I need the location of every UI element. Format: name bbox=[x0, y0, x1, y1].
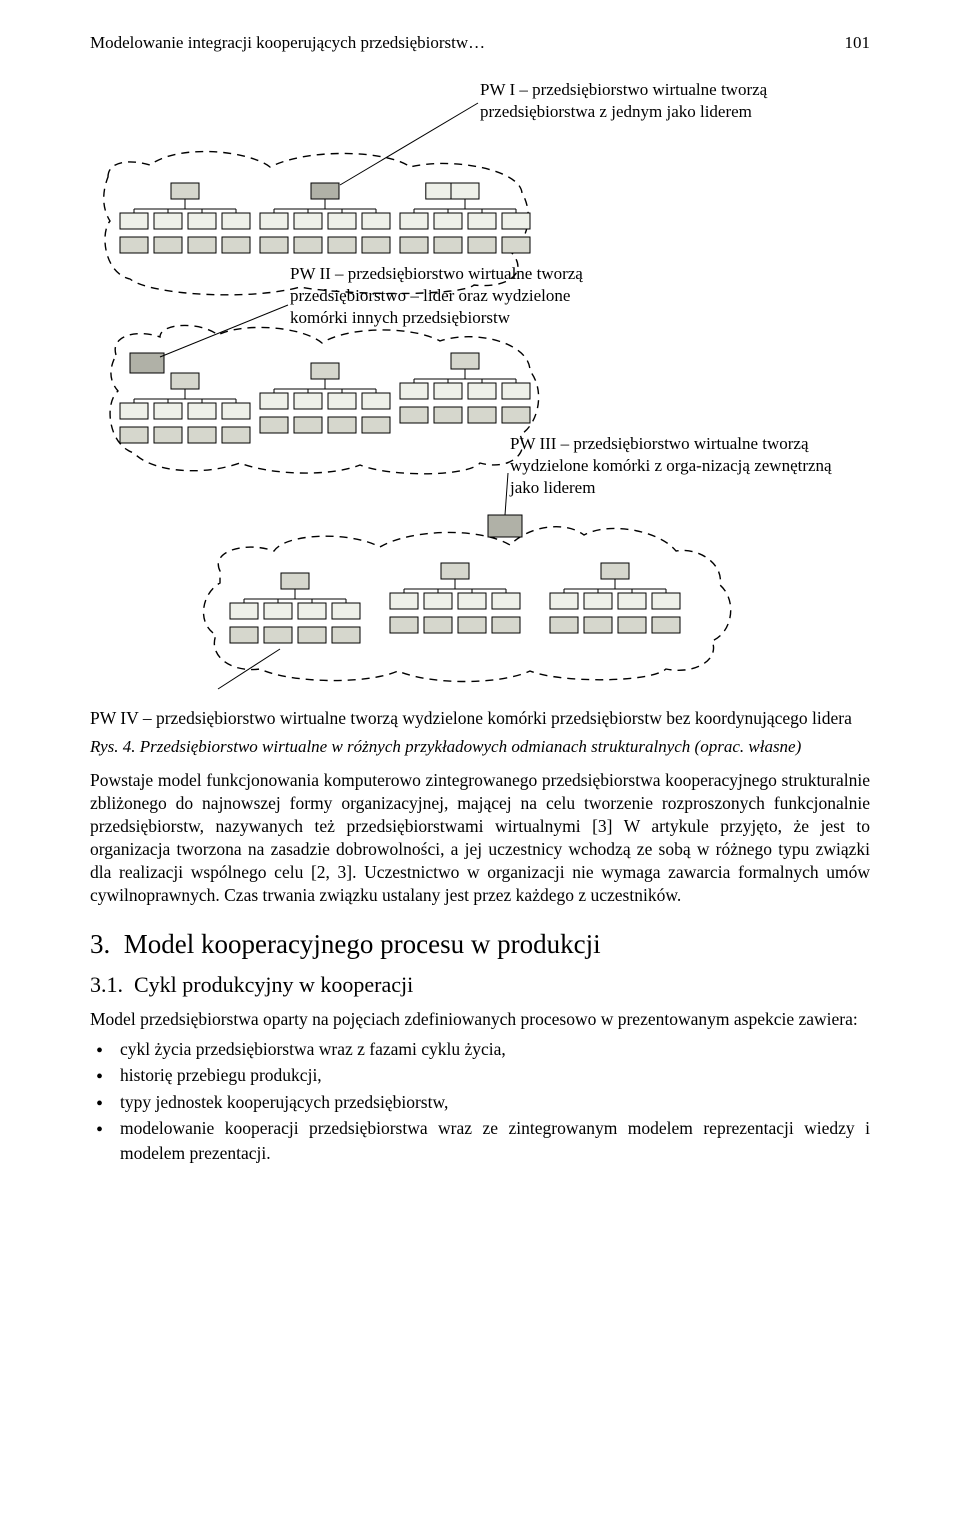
paragraph-model-contains: Model przedsiębiorstwa oparty na pojęcia… bbox=[90, 1008, 870, 1031]
page-number: 101 bbox=[845, 32, 871, 55]
list-item: typy jednostek kooperujących przedsiębio… bbox=[90, 1090, 870, 1115]
label-pw1: PW I – przedsiębiorstwo wirtualne tworzą… bbox=[480, 79, 820, 123]
label-pw4: PW IV – przedsiębiorstwo wirtualne tworz… bbox=[90, 707, 870, 730]
list-item: historię przebiegu produkcji, bbox=[90, 1063, 870, 1088]
section-title: Model kooperacyjnego procesu w produkcji bbox=[124, 929, 601, 959]
list-item: modelowanie kooperacji przedsiębiorstwa … bbox=[90, 1116, 870, 1165]
subsection-number: 3.1. bbox=[90, 972, 123, 997]
figure-caption: Rys. 4. Przedsiębiorstwo wirtualne w róż… bbox=[90, 736, 870, 759]
list-item: cykl życia przedsiębiorstwa wraz z fazam… bbox=[90, 1037, 870, 1062]
subsection-title: Cykl produkcyjny w kooperacji bbox=[134, 972, 413, 997]
paragraph-model-description: Powstaje model funkcjonowania komputerow… bbox=[90, 769, 870, 908]
bullet-list: cykl życia przedsiębiorstwa wraz z fazam… bbox=[90, 1037, 870, 1166]
running-title: Modelowanie integracji kooperujących prz… bbox=[90, 32, 485, 55]
running-head: Modelowanie integracji kooperujących prz… bbox=[90, 32, 870, 55]
subsection-heading: 3.1. Cykl produkcyjny w kooperacji bbox=[90, 970, 870, 1000]
label-pw3: PW III – przedsiębiorstwo wirtualne twor… bbox=[510, 433, 850, 499]
structural-variants-diagram: PW I – przedsiębiorstwo wirtualne tworzą… bbox=[90, 73, 870, 693]
section-number: 3. bbox=[90, 929, 110, 959]
label-pw2: PW II – przedsiębiorstwo wirtualne tworz… bbox=[290, 263, 630, 329]
section-heading: 3. Model kooperacyjnego procesu w produk… bbox=[90, 926, 870, 962]
